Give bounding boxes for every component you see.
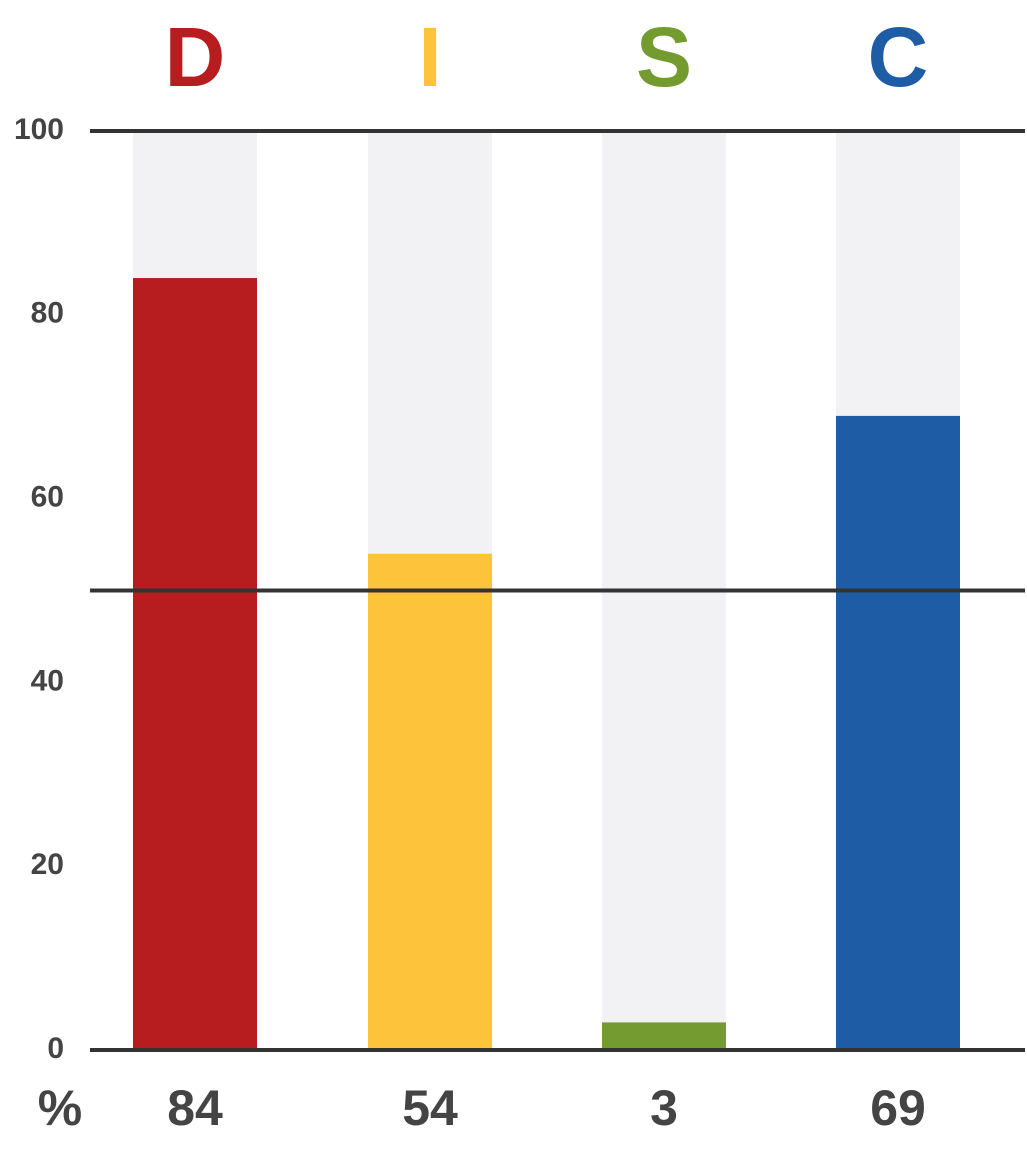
y-tick-label: 0 — [47, 1032, 64, 1065]
y-tick-label: 100 — [14, 113, 64, 146]
category-label: C — [868, 10, 929, 104]
y-tick-label: 40 — [31, 664, 64, 697]
y-tick-label: 20 — [31, 848, 64, 881]
value-label: 3 — [650, 1080, 678, 1136]
category-label: S — [636, 10, 692, 104]
bar — [602, 1022, 726, 1050]
unit-label: % — [38, 1080, 82, 1136]
bar — [836, 415, 960, 1050]
y-tick-label: 60 — [31, 481, 64, 514]
bar — [368, 553, 492, 1050]
bar — [133, 278, 257, 1050]
y-tick-label: 80 — [31, 297, 64, 330]
value-label: 84 — [167, 1080, 223, 1136]
value-label: 54 — [402, 1080, 458, 1136]
category-label: I — [418, 10, 441, 104]
value-label: 69 — [870, 1080, 926, 1136]
category-label: D — [165, 10, 226, 104]
